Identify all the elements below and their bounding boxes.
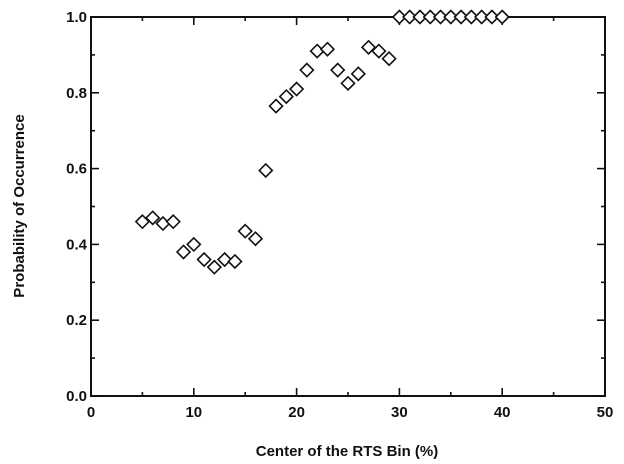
y-tick-label: 0.4 <box>66 236 88 253</box>
data-point <box>268 98 284 114</box>
data-point <box>391 9 408 25</box>
data-point <box>319 41 336 57</box>
x-tick-label: 20 <box>288 404 305 421</box>
data-point <box>145 210 161 226</box>
x-tick-label: 40 <box>494 404 511 421</box>
data-point <box>299 62 315 78</box>
data-point <box>330 62 346 78</box>
data-point <box>422 9 438 25</box>
data-point <box>175 244 192 260</box>
data-point <box>258 162 274 179</box>
y-tick-labels: 0.0 0.2 0.4 0.6 0.8 1.0 <box>66 9 88 405</box>
data-point <box>217 251 233 268</box>
x-tick-labels: 0 10 20 30 40 50 <box>87 404 614 421</box>
data-point <box>206 259 222 275</box>
data-point <box>463 9 479 25</box>
data-point <box>432 9 449 25</box>
x-tick-label: 30 <box>391 404 408 421</box>
data-point <box>402 9 418 25</box>
data-points <box>134 9 510 275</box>
y-tick-label: 0.6 <box>66 161 87 178</box>
y-axis-title: Probability of Occurrence <box>11 114 28 297</box>
data-point <box>484 9 500 25</box>
x-tick-label: 0 <box>87 404 95 421</box>
y-tick-label: 0.8 <box>66 85 87 102</box>
data-point <box>412 9 428 25</box>
y-tick-label: 0.0 <box>66 388 87 405</box>
x-tick-label: 50 <box>597 404 614 421</box>
data-point <box>494 9 510 25</box>
data-point <box>443 9 459 25</box>
x-tick-label: 10 <box>185 404 202 421</box>
data-point <box>186 236 202 253</box>
data-point <box>371 43 387 59</box>
axis-ticks <box>90 16 606 397</box>
y-tick-label: 1.0 <box>66 9 87 26</box>
data-point <box>165 214 181 230</box>
plot-frame <box>90 16 606 397</box>
data-point <box>340 75 356 91</box>
data-point <box>350 66 366 82</box>
data-point <box>227 253 243 270</box>
x-axis-title: Center of the RTS Bin (%) <box>256 443 439 460</box>
data-point <box>381 51 397 67</box>
data-point <box>453 9 469 25</box>
data-point <box>247 231 264 247</box>
data-point <box>196 251 212 268</box>
data-point <box>237 223 253 239</box>
data-point <box>288 81 305 97</box>
data-point <box>474 9 490 25</box>
data-point <box>278 88 294 105</box>
y-tick-label: 0.2 <box>66 312 87 329</box>
